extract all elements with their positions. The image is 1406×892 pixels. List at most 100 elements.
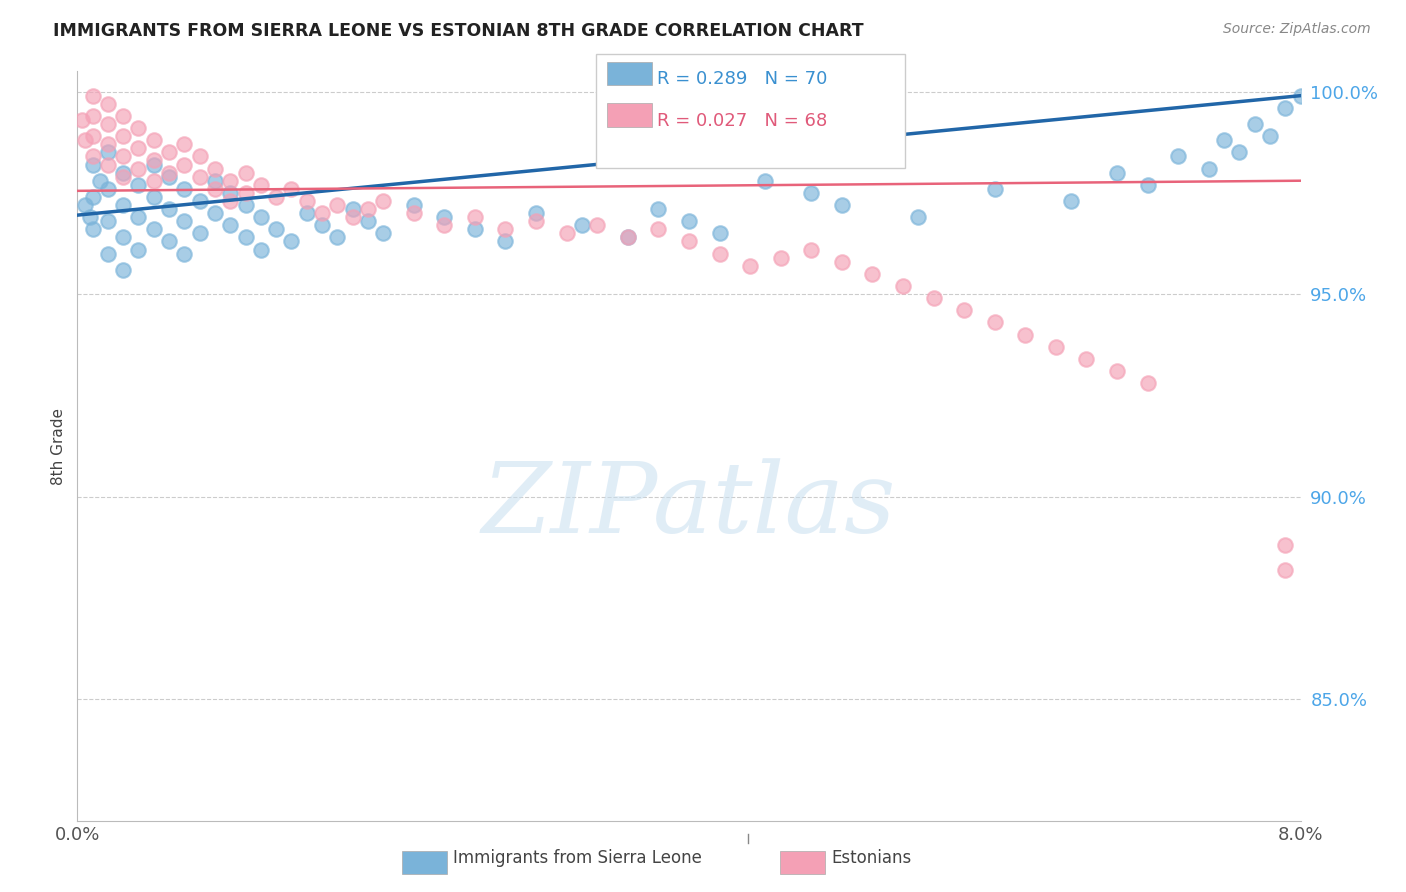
Point — [127, 161, 149, 176]
Point — [142, 174, 165, 188]
Point — [250, 178, 273, 192]
Point — [112, 109, 135, 123]
Point — [800, 186, 823, 200]
Point — [157, 145, 180, 160]
Point — [1107, 364, 1129, 378]
Point — [831, 254, 853, 268]
Point — [709, 227, 731, 241]
Text: IMMIGRANTS FROM SIERRA LEONE VS ESTONIAN 8TH GRADE CORRELATION CHART: IMMIGRANTS FROM SIERRA LEONE VS ESTONIAN… — [53, 22, 865, 40]
Point — [142, 222, 165, 236]
Point — [188, 149, 211, 163]
Point — [112, 169, 135, 184]
Point — [433, 219, 456, 233]
Point — [173, 137, 195, 152]
Point — [97, 182, 120, 196]
Point — [464, 210, 486, 224]
Point — [586, 219, 609, 233]
Point — [495, 222, 517, 236]
Point — [571, 219, 593, 233]
Point — [280, 235, 302, 249]
Point — [831, 198, 853, 212]
Point — [1136, 178, 1159, 192]
Point — [464, 222, 486, 236]
Point — [1060, 194, 1083, 208]
Point — [219, 219, 242, 233]
Point — [250, 210, 273, 224]
Text: R = 0.289   N = 70: R = 0.289 N = 70 — [657, 70, 827, 88]
Point — [173, 182, 195, 196]
Point — [73, 198, 96, 212]
Point — [112, 166, 135, 180]
Point — [922, 291, 945, 305]
Point — [235, 230, 257, 244]
Point — [173, 157, 195, 171]
Point — [82, 149, 104, 163]
Point — [891, 279, 914, 293]
Point — [264, 190, 287, 204]
Point — [984, 182, 1007, 196]
Point — [79, 210, 101, 224]
Point — [82, 88, 104, 103]
Point — [219, 186, 242, 200]
Point — [371, 227, 394, 241]
Text: ZIPatlas: ZIPatlas — [482, 458, 896, 554]
Point — [112, 198, 135, 212]
Point — [204, 182, 226, 196]
Point — [342, 210, 364, 224]
Point — [709, 246, 731, 260]
Point — [1014, 327, 1036, 342]
Point — [402, 206, 425, 220]
Point — [97, 117, 120, 131]
Point — [1274, 562, 1296, 576]
Point — [127, 243, 149, 257]
Point — [188, 194, 211, 208]
Point — [264, 222, 287, 236]
Point — [647, 202, 669, 216]
Point — [112, 230, 135, 244]
Point — [173, 214, 195, 228]
Text: Estonians: Estonians — [831, 849, 911, 867]
Point — [357, 202, 380, 216]
Point — [127, 210, 149, 224]
Point — [219, 194, 242, 208]
Point — [157, 235, 180, 249]
Point — [616, 230, 638, 244]
Point — [555, 227, 578, 241]
Point — [112, 149, 135, 163]
Text: Immigrants from Sierra Leone: Immigrants from Sierra Leone — [453, 849, 702, 867]
Point — [142, 190, 165, 204]
Point — [524, 214, 547, 228]
Point — [1274, 101, 1296, 115]
Point — [1229, 145, 1251, 160]
Point — [311, 219, 333, 233]
Point — [984, 316, 1007, 330]
Point — [647, 222, 669, 236]
Text: R = 0.027   N = 68: R = 0.027 N = 68 — [657, 112, 827, 129]
Point — [97, 137, 120, 152]
Point — [1243, 117, 1265, 131]
Point — [357, 214, 380, 228]
Point — [82, 157, 104, 171]
Point — [188, 169, 211, 184]
Point — [1045, 340, 1067, 354]
Point — [907, 210, 929, 224]
Point — [860, 267, 884, 281]
Point — [433, 210, 456, 224]
Point — [142, 153, 165, 168]
Point — [250, 243, 273, 257]
Point — [157, 166, 180, 180]
Point — [235, 198, 257, 212]
Point — [235, 166, 257, 180]
Point — [97, 214, 120, 228]
Point — [219, 174, 242, 188]
Point — [371, 194, 394, 208]
Point — [754, 174, 776, 188]
Point — [1076, 351, 1098, 366]
Point — [295, 206, 318, 220]
Point — [769, 251, 792, 265]
Point — [326, 198, 349, 212]
Point — [97, 96, 120, 111]
Point — [204, 174, 226, 188]
Point — [235, 186, 257, 200]
Point — [678, 235, 700, 249]
